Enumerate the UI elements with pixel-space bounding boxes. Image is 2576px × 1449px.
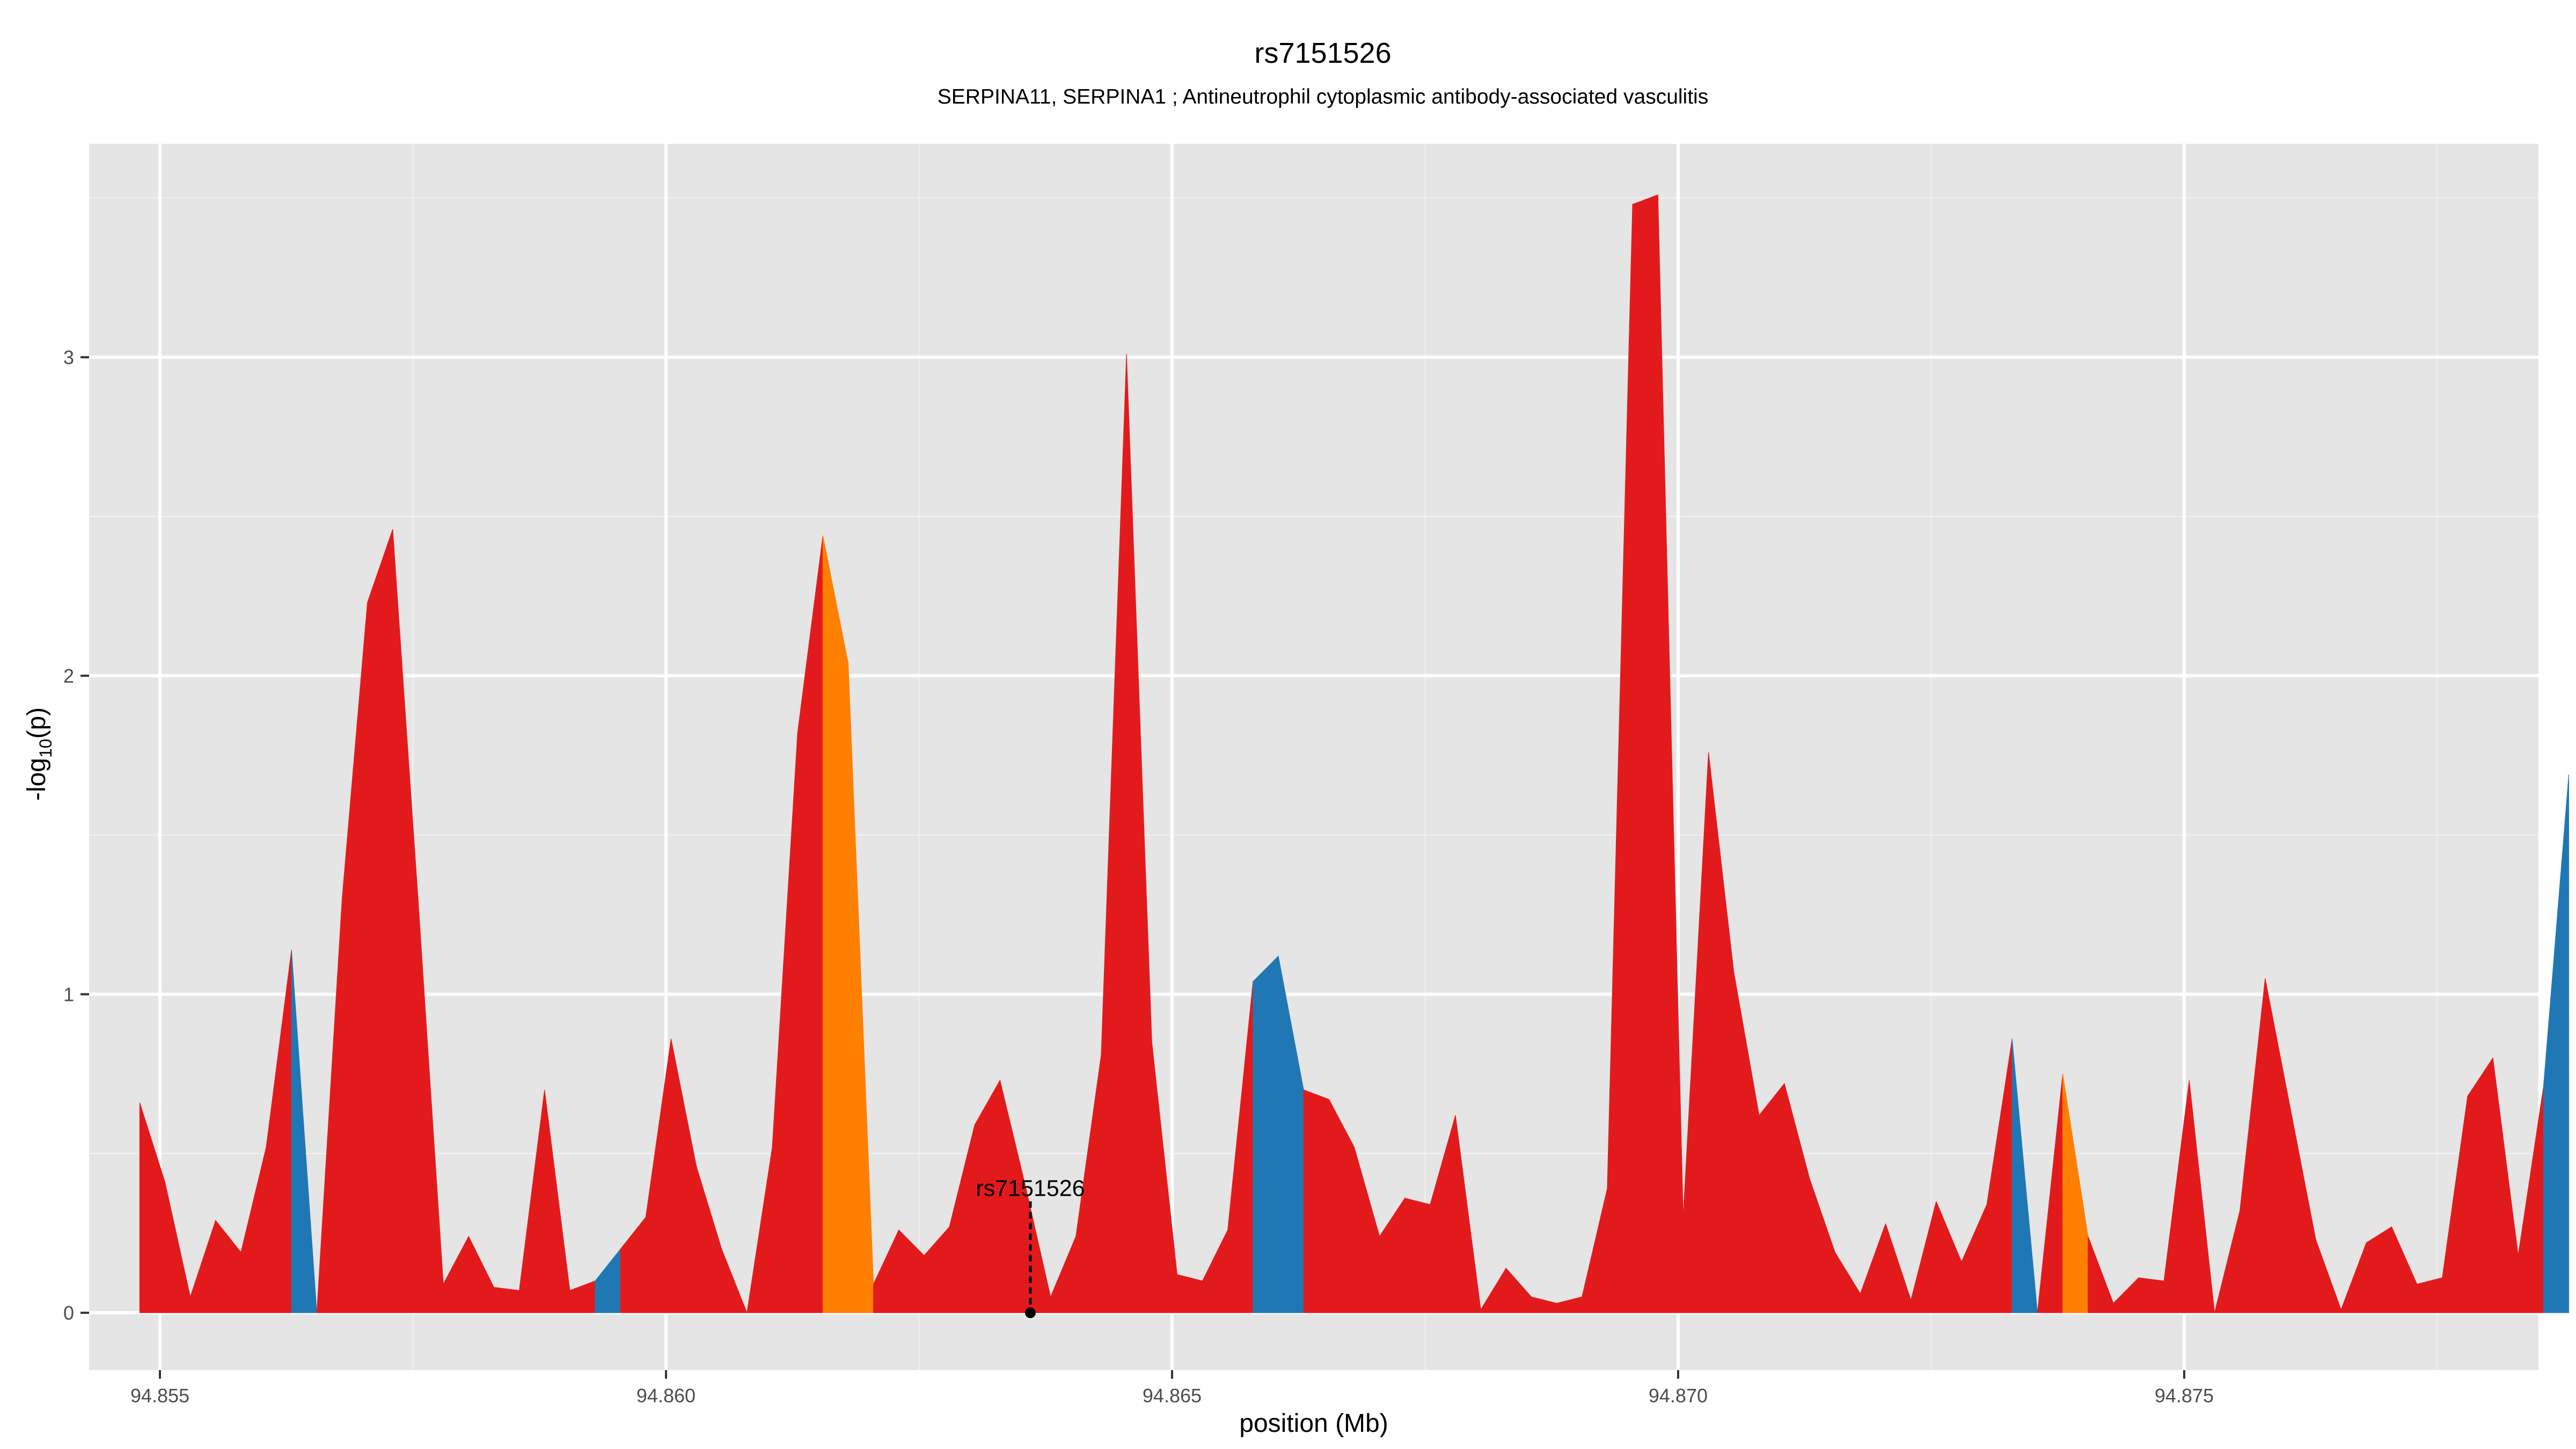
area-segment (2417, 1277, 2443, 1313)
annotation-point (1024, 1307, 1036, 1319)
x-tick-label: 94.865 (1143, 1385, 1202, 1407)
area-segment (2467, 1057, 2493, 1313)
area-segment (2189, 1080, 2215, 1313)
annotation-label: rs7151526 (976, 1176, 1085, 1202)
x-tick-label: 94.855 (130, 1385, 189, 1407)
area-segment (1759, 1082, 1785, 1313)
area-segment (721, 1249, 748, 1313)
x-axis-title: position (Mb) (1239, 1409, 1388, 1438)
area-segment (1632, 194, 1658, 1313)
x-tick-label: 94.875 (2155, 1385, 2214, 1407)
y-tick-label: 0 (63, 1302, 74, 1324)
area-segment (2011, 1038, 2038, 1313)
area-segment (1404, 1197, 1431, 1313)
area-segment (493, 1287, 520, 1313)
x-tick-label: 94.870 (1649, 1385, 1708, 1407)
y-axis-title-paren: (p) (23, 707, 51, 739)
area-segment (822, 535, 848, 1313)
y-tick-label: 3 (63, 347, 74, 369)
area-segment (2543, 774, 2570, 1313)
area-segment (1176, 1274, 1203, 1313)
area-segment (2138, 1277, 2164, 1313)
y-tick-label: 1 (63, 984, 74, 1006)
y-axis-title: -log10(p) (23, 707, 55, 801)
chart-title: rs7151526 (1254, 37, 1391, 69)
area-segment (291, 949, 317, 1313)
area-segment (1253, 955, 1279, 1313)
chart-subtitle: SERPINA11, SERPINA1 ; Antineutrophil cyt… (938, 85, 1708, 108)
annotation-group: rs7151526 (976, 1176, 1085, 1319)
x-tick-label: 94.860 (636, 1385, 696, 1407)
y-axis-title-subscript: 10 (36, 739, 55, 758)
y-axis-ticks: 0 1 2 3 (63, 347, 89, 1324)
area-series (139, 194, 2570, 1313)
area-segment (367, 529, 393, 1313)
y-tick-label: 2 (63, 665, 74, 687)
x-axis-ticks: 94.855 94.860 94.865 94.870 94.875 (130, 1370, 2214, 1407)
area-segment (1303, 1089, 1329, 1313)
